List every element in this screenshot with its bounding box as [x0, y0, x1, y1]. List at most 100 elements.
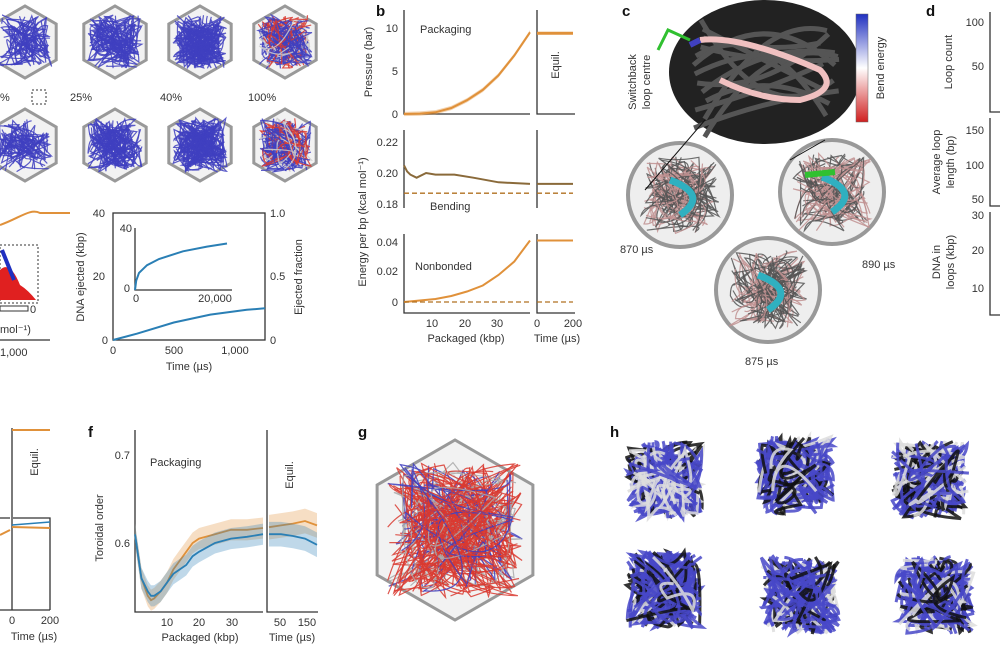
capsid-rendering: [0, 4, 58, 80]
y-tick: 100: [966, 160, 984, 172]
pressure-band: [404, 30, 530, 117]
dna-strand: [426, 493, 514, 573]
capsid-rendering: [82, 107, 148, 183]
y-label: length (bp): [945, 136, 957, 189]
loop-axes: [989, 12, 1000, 316]
panel-label: f: [88, 424, 94, 441]
selection-box: [31, 89, 47, 105]
dna-strand: [901, 566, 959, 617]
dna-strand: [399, 470, 494, 588]
dna-strand: [90, 135, 129, 167]
capsid-rendering: [252, 107, 318, 183]
dna-strand: [658, 156, 702, 231]
y-tick: 10: [972, 283, 984, 295]
dna-strand: [266, 126, 306, 166]
y2-tick: 0.5: [270, 271, 285, 283]
dna-strand: [0, 135, 28, 158]
nonbonded-line: [403, 239, 531, 303]
dna-strand: [7, 124, 51, 168]
capsid-rendering: [626, 141, 734, 249]
capsid-rendering: [252, 4, 318, 80]
dna-strand: [789, 561, 833, 622]
partial-line: [0, 249, 16, 281]
x-tick: 50: [274, 617, 286, 629]
y-label: Average loop: [931, 130, 943, 195]
inset-ejection-line: [134, 242, 228, 291]
annotation: Nonbonded: [415, 261, 472, 273]
x-tick: 0: [9, 615, 15, 627]
y-label: loops (kbp): [945, 235, 957, 289]
dna-sphere-rendering: [878, 428, 982, 532]
dna-strand: [656, 482, 692, 501]
switchback-marker: [804, 169, 836, 178]
capsid-rendering-g: [375, 438, 535, 622]
y-label: Loop count: [943, 35, 955, 89]
x-tick: 200: [41, 615, 59, 627]
y-tick: 40: [93, 208, 105, 220]
dna-strand: [187, 24, 202, 62]
dna-strand: [779, 437, 806, 475]
time-label: 870 µs: [620, 244, 654, 256]
bending-line: [403, 164, 531, 185]
dna-sphere-rendering: [613, 538, 717, 642]
dna-strand: [810, 454, 834, 505]
x-tick: 20: [459, 318, 471, 330]
dna-strand: [908, 459, 967, 506]
dna-strand: [264, 120, 297, 170]
x-label: Time (µs): [166, 361, 212, 373]
dna-sphere-rendering: [748, 543, 852, 647]
pressure-energy-chart: Packaging Equil. 0 5 10 Pressure (bar) 0…: [357, 10, 582, 345]
y-tick: 0.7: [115, 450, 130, 462]
highlighted-loop: [668, 176, 697, 218]
x-tick: 500: [165, 345, 183, 357]
dna-strand: [6, 16, 46, 66]
switchback-marker: [656, 28, 691, 51]
y2-tick: 1.0: [270, 208, 285, 220]
dna-strand: [698, 18, 835, 99]
inset-y-tick: 0: [124, 283, 130, 295]
dna-strand: [806, 166, 864, 231]
y-tick: 0: [392, 109, 398, 121]
dna-strand: [771, 554, 836, 631]
plot-frame: [112, 212, 266, 341]
panel-label: h: [610, 424, 619, 441]
x-tick: 20: [193, 617, 205, 629]
x-tick: 30: [491, 318, 503, 330]
y-tick: 20: [93, 271, 105, 283]
y-tick: 50: [972, 194, 984, 206]
dna-strand: [105, 118, 137, 160]
capsid-rendering: [778, 138, 886, 246]
dna-strand: [21, 40, 42, 65]
y-tick: 30: [972, 210, 984, 222]
dna-sphere-rendering: [613, 428, 717, 532]
x-tick: 0: [110, 345, 116, 357]
dna-strand: [653, 160, 696, 222]
y-label: DNA in: [931, 245, 943, 279]
panel-label: g: [358, 424, 367, 441]
dna-strand: [412, 479, 477, 592]
highlighted-loop: [820, 173, 849, 215]
y-tick: 0.22: [377, 137, 398, 149]
capsid-rendering: [0, 107, 58, 183]
dna-strand: [647, 552, 689, 623]
time-label: 890 µs: [862, 259, 896, 271]
energy-axes: [403, 130, 575, 314]
switchback-label: Switchback: [627, 54, 639, 110]
partial-histogram: [0, 267, 36, 300]
inset-x-tick: 0: [133, 293, 139, 305]
dna-strand: [268, 16, 293, 65]
y-tick: 100: [966, 17, 984, 29]
dna-strand: [646, 442, 675, 508]
dna-strand: [89, 18, 140, 69]
dna-strand: [769, 257, 803, 308]
orange-line: [0, 526, 51, 536]
dna-strand: [201, 20, 221, 62]
panel-label: c: [622, 3, 630, 20]
percent-label: %: [0, 92, 10, 104]
y-tick: 0.18: [377, 199, 398, 211]
partial-colorbar: [0, 305, 29, 312]
y-tick: 0.04: [377, 237, 398, 249]
dna-strand: [10, 21, 34, 66]
pressure-line: [403, 31, 531, 115]
panel-label: b: [376, 3, 385, 20]
